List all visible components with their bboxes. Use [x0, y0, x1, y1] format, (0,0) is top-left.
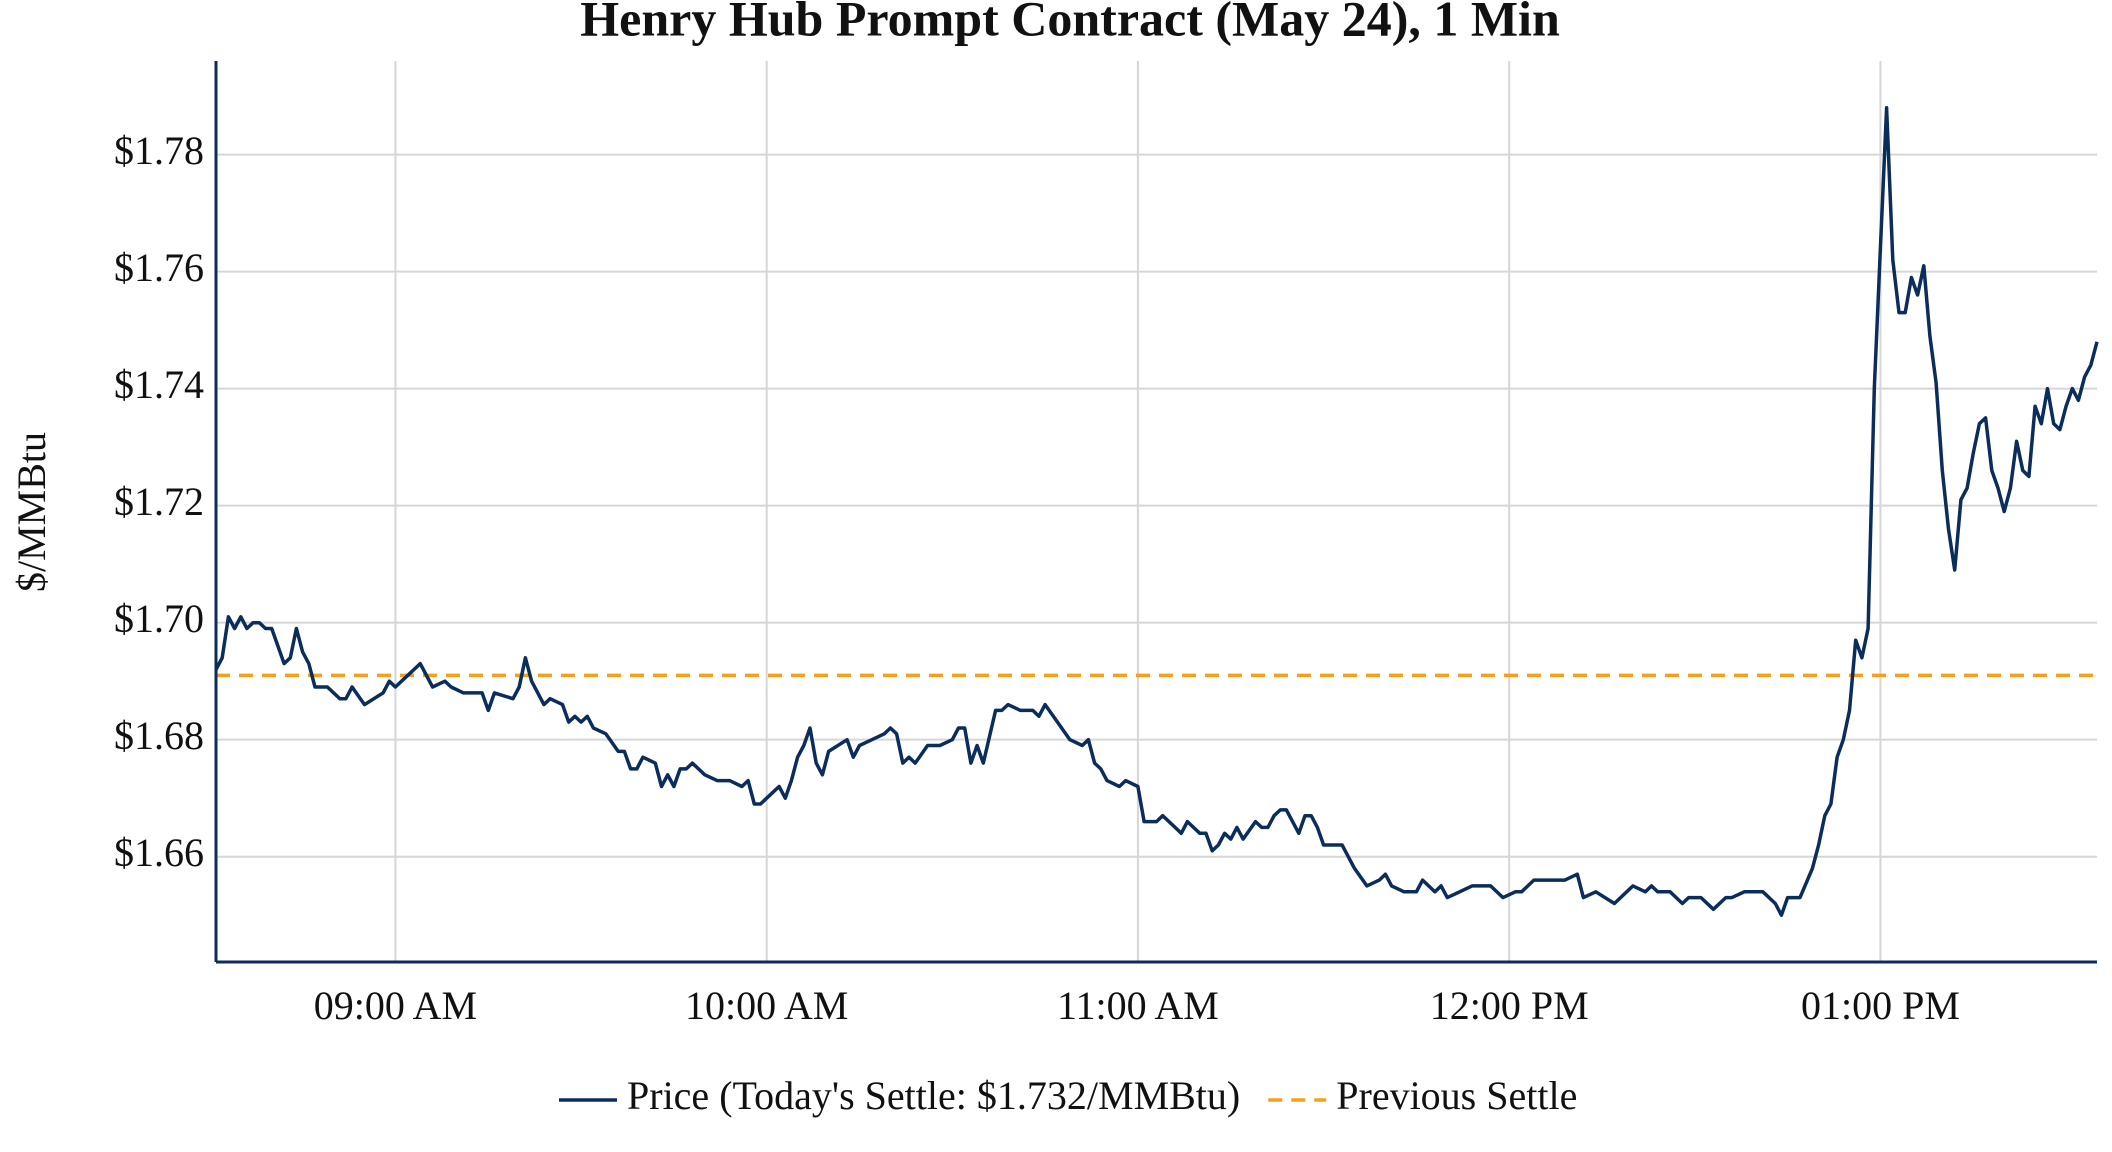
y-tick-label: $1.78: [114, 128, 204, 173]
legend-label: Price (Today's Settle: $1.732/MMBtu): [627, 1073, 1240, 1118]
y-tick-label: $1.72: [114, 479, 204, 524]
x-tick-label: 09:00 AM: [314, 983, 477, 1028]
y-axis-label: $/MMBtu: [9, 432, 54, 592]
y-tick-label: $1.76: [114, 245, 204, 290]
legend-label: Previous Settle: [1336, 1073, 1577, 1118]
price-line: [214, 106, 2099, 917]
x-tick-label: 12:00 PM: [1430, 983, 1589, 1028]
y-tick-label: $1.68: [114, 713, 204, 758]
chart-title: Henry Hub Prompt Contract (May 24), 1 Mi…: [580, 0, 1560, 46]
x-tick-label: 10:00 AM: [685, 983, 848, 1028]
x-tick-label: 11:00 AM: [1057, 983, 1219, 1028]
x-tick-label: 01:00 PM: [1801, 983, 1960, 1028]
y-tick-label: $1.74: [114, 362, 204, 407]
y-tick-label: $1.66: [114, 830, 204, 875]
y-tick-label: $1.70: [114, 596, 204, 641]
